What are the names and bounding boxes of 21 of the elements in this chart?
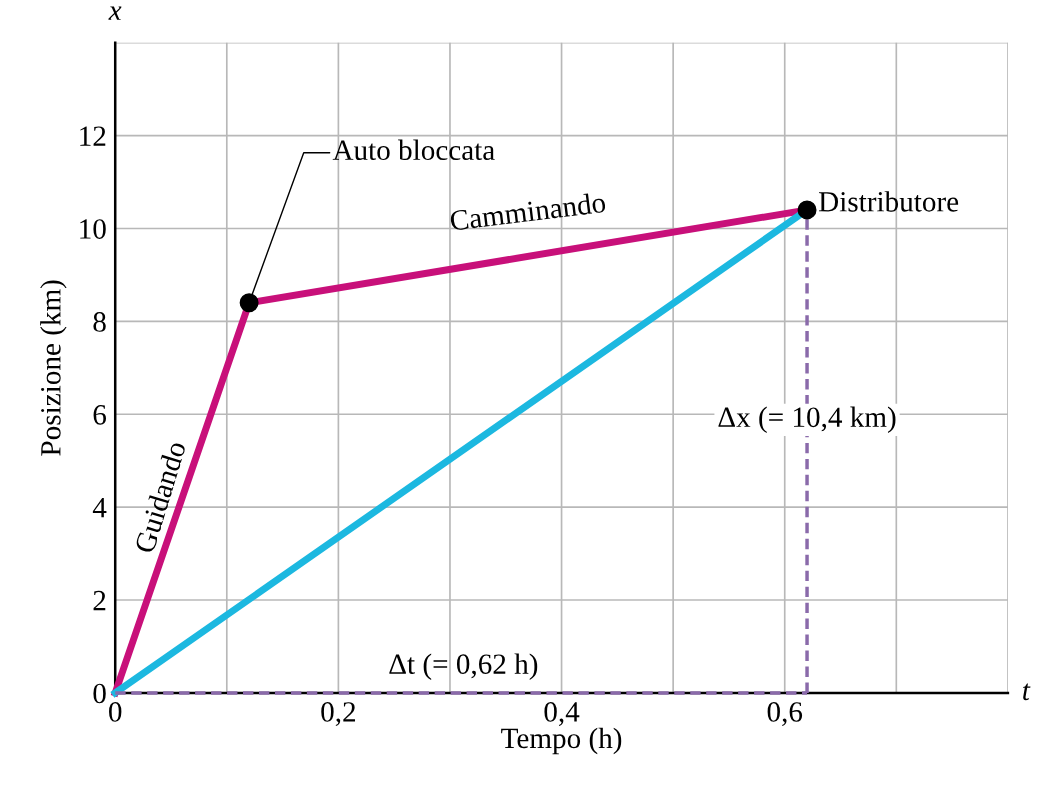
x-tick-label: 0,6 (767, 702, 803, 726)
x-tick-label: 0 (109, 702, 122, 722)
annotation: Δx (= 10,4 km) (718, 406, 896, 434)
annotation: Camminando (449, 191, 606, 231)
y-tick-label: 4 (92, 498, 107, 518)
annotation: Auto bloccata (332, 139, 495, 161)
annotation: Distributore (818, 191, 959, 212)
x-tick-label: 0,2 (321, 702, 356, 726)
y-tick-label: 2 (93, 590, 106, 611)
y-tick-label: 8 (93, 312, 106, 332)
x-tick-label: 0,4 (544, 702, 580, 726)
y-tick-label: 0 (93, 683, 106, 704)
y-axis-title: Posizione (km) (40, 280, 67, 456)
text: t (1023, 683, 1031, 701)
y-tick-label: 6 (93, 405, 107, 425)
text: x (108, 6, 122, 20)
annotation: Guidando (133, 440, 187, 554)
x-axis-title: Tempo (h) (501, 727, 622, 755)
annotation: Δt (= 0,62 h) (389, 653, 538, 680)
y-tick-label: 10 (80, 219, 106, 239)
y-tick-label: 12 (80, 126, 106, 146)
